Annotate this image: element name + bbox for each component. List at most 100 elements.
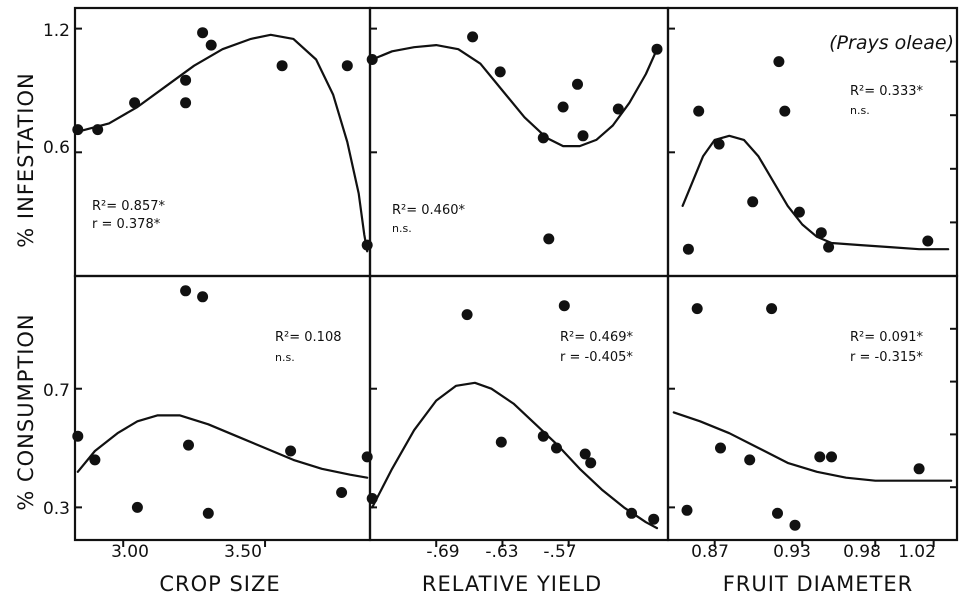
data-point <box>366 493 378 504</box>
fitted-curve <box>76 414 369 479</box>
data-point <box>793 206 805 218</box>
xtick-yield-057: -.57 <box>543 542 576 562</box>
data-point <box>557 101 569 113</box>
data-point <box>205 39 217 51</box>
data-point <box>129 97 141 109</box>
data-point <box>626 507 638 519</box>
data-point <box>336 487 348 498</box>
panels-layer <box>72 6 959 547</box>
data-point <box>648 513 660 525</box>
data-point <box>713 138 725 150</box>
xtick-diam-102: 1.02 <box>898 542 936 562</box>
panel-infestation-relative-yield <box>366 6 670 278</box>
fitted-curve <box>76 33 369 253</box>
ytick-consumption-high: 0.7 <box>43 381 70 401</box>
annotation-r: r = 0.378* <box>92 217 161 232</box>
xtick-diam-087: 0.87 <box>691 542 729 562</box>
data-point <box>341 60 353 72</box>
data-point <box>744 454 756 466</box>
data-point <box>814 451 826 463</box>
row-label-infestation: % INFESTATION <box>14 72 38 247</box>
annotation-r2: R²= 0.857* <box>92 199 165 214</box>
data-point <box>789 519 801 531</box>
data-point <box>537 430 549 442</box>
data-point <box>197 27 209 39</box>
data-point <box>773 56 785 68</box>
annotation-r2: R²= 0.460* <box>392 203 465 218</box>
data-point <box>681 504 693 516</box>
annotation-r2: R²= 0.469* <box>560 330 633 345</box>
data-point <box>537 132 549 144</box>
annotation-r2: R²= 0.108 <box>275 330 342 345</box>
col-label-relative-yield: RELATIVE YIELD <box>422 572 602 596</box>
annotation-infestation-crop-size: R²= 0.857* r = 0.378* <box>92 199 165 232</box>
data-point <box>183 439 194 451</box>
annotation-r: r = -0.405* <box>560 350 633 365</box>
panel-frame <box>666 274 959 542</box>
data-point <box>276 60 288 72</box>
data-point <box>197 291 209 303</box>
data-point <box>691 303 703 315</box>
annotation-r2: R²= 0.091* <box>850 330 923 345</box>
data-point <box>815 227 827 239</box>
data-point <box>823 241 835 253</box>
data-point <box>543 233 555 245</box>
xtick-diam-093: 0.93 <box>773 542 811 562</box>
data-point <box>922 235 934 247</box>
col-label-fruit-diameter: FRUIT DIAMETER <box>723 572 914 596</box>
annotation-r: r = -0.315* <box>850 350 923 365</box>
data-point <box>551 442 562 454</box>
data-point <box>558 300 570 312</box>
data-point <box>572 78 583 90</box>
panel-infestation-crop-size <box>72 6 373 278</box>
panel-frame <box>73 274 372 542</box>
ytick-infestation-high: 1.2 <box>43 21 70 41</box>
fitted-curve <box>371 44 659 148</box>
xtick-crop-3-50: 3.50 <box>224 542 262 562</box>
row-label-consumption: % CONSUMPTION <box>14 313 38 510</box>
xtick-crop-3-00: 3.00 <box>111 542 149 562</box>
annotation-consumption-crop-size: R²= 0.108 n.s. <box>275 330 342 364</box>
panel-consumption-relative-yield <box>366 274 670 547</box>
data-point <box>612 103 624 115</box>
data-point <box>285 445 297 457</box>
annotation-consumption-fruit-diameter: R²= 0.091* r = -0.315* <box>850 330 923 365</box>
data-point <box>682 243 694 255</box>
data-point <box>366 54 378 65</box>
fitted-curve <box>681 134 950 251</box>
panel-consumption-fruit-diameter <box>666 274 959 547</box>
data-point <box>585 457 597 469</box>
xtick-yield-063: -.63 <box>485 542 518 562</box>
data-point <box>72 430 84 442</box>
data-point <box>913 463 925 475</box>
col-label-crop-size: CROP SIZE <box>159 572 280 596</box>
fitted-curve <box>371 381 659 530</box>
data-point <box>715 442 726 454</box>
data-point <box>180 285 192 297</box>
data-point <box>747 196 759 208</box>
annotation-ns: n.s. <box>392 222 412 235</box>
fitted-curve <box>672 411 953 482</box>
data-point <box>180 74 192 86</box>
data-point <box>461 309 473 321</box>
annotation-infestation-relative-yield: R²= 0.460* n.s. <box>392 203 465 235</box>
annotation-r2: R²= 0.333* <box>850 84 923 99</box>
xtick-diam-098: 0.98 <box>843 542 881 562</box>
data-point <box>495 436 507 448</box>
data-point <box>72 124 84 136</box>
data-point <box>131 501 143 513</box>
data-point <box>577 130 589 142</box>
annotation-ns: n.s. <box>850 104 870 117</box>
data-point <box>180 97 192 109</box>
data-point <box>467 31 479 43</box>
data-point <box>779 105 791 117</box>
data-point <box>826 451 837 463</box>
data-point <box>494 66 506 78</box>
data-point <box>651 43 663 55</box>
annotation-infestation-fruit-diameter: R²= 0.333* n.s. <box>850 84 923 117</box>
annotation-ns: n.s. <box>275 351 295 364</box>
data-point <box>92 124 104 136</box>
data-point <box>772 507 783 519</box>
data-point <box>579 448 591 460</box>
panel-consumption-crop-size <box>72 274 373 547</box>
